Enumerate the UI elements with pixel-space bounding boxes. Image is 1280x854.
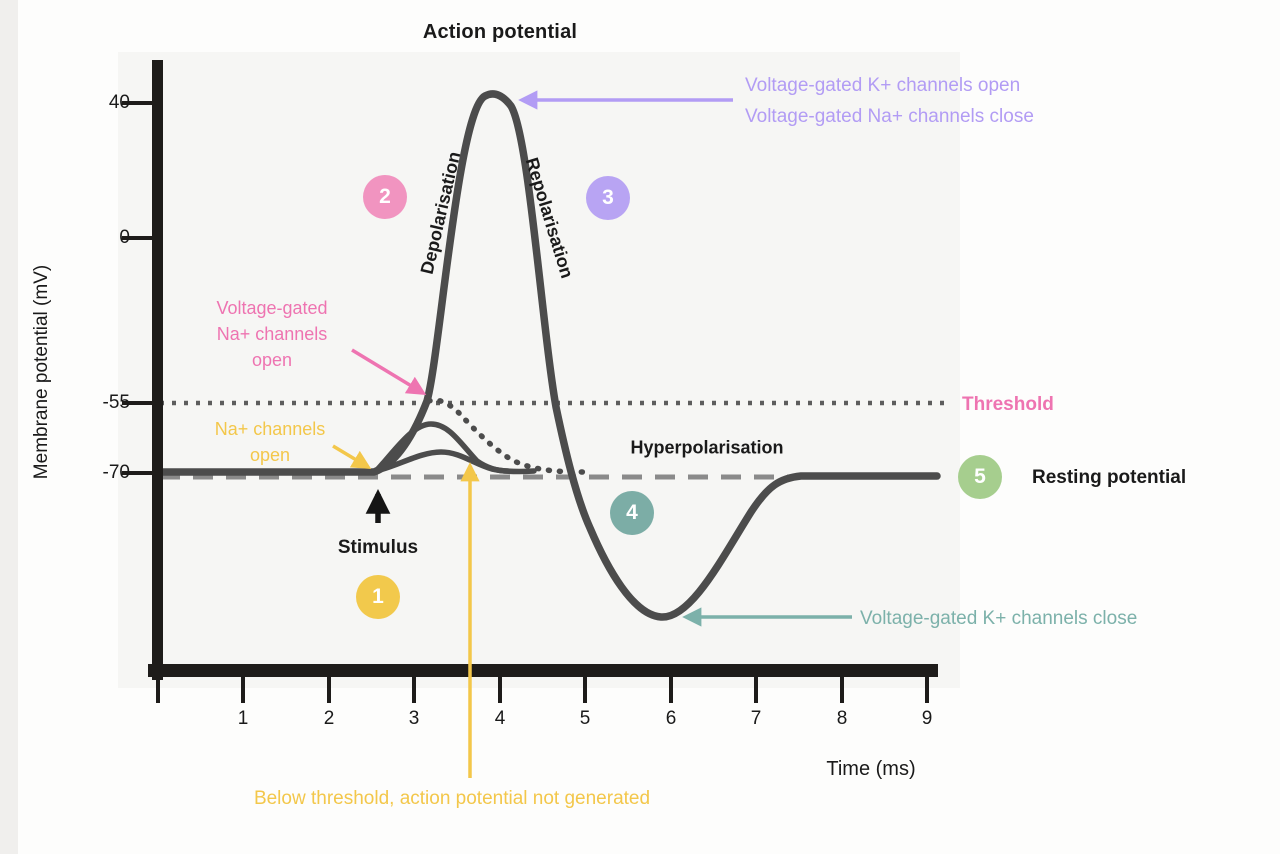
step-badge-5: 5 — [958, 455, 1002, 499]
step-number-5: 5 — [974, 465, 986, 488]
x-tick-7: 7 — [750, 708, 762, 729]
page-edge-strip — [0, 0, 18, 854]
failed-initiation-dotted-curve — [426, 397, 587, 475]
x-tick-2: 2 — [323, 708, 335, 729]
resting-potential-label: Resting potential — [1032, 467, 1187, 488]
na-open-arrow — [332, 444, 372, 469]
y-tick-marks — [122, 101, 152, 475]
step-badge-3: 3 — [586, 176, 630, 220]
y-tick-40: 40 — [108, 92, 130, 113]
x-axis-label: Time (ms) — [826, 758, 916, 780]
step-number-3: 3 — [602, 186, 614, 209]
below-threshold-annotation: Below threshold, action potential not ge… — [253, 788, 651, 809]
k-open-annotation: Voltage-gated K+ channels open Voltage-g… — [745, 75, 1034, 127]
x-tick-5: 5 — [579, 708, 591, 729]
step-number-1: 1 — [372, 585, 384, 608]
step-number-4: 4 — [626, 501, 638, 524]
y-axis — [152, 60, 163, 680]
step-badge-4: 4 — [610, 491, 654, 535]
na-gated-open-arrow — [351, 348, 427, 395]
chart-title: Action potential — [422, 21, 578, 43]
step-number-2: 2 — [379, 185, 391, 208]
x-tick-3: 3 — [408, 708, 420, 729]
x-tick-1: 1 — [237, 708, 249, 729]
action-potential-curve — [154, 90, 941, 621]
step-badge-2: 2 — [363, 175, 407, 219]
y-axis-label: Membrane potential (mV) — [31, 264, 52, 480]
x-tick-6: 6 — [665, 708, 677, 729]
subthreshold-curve-small — [373, 449, 537, 475]
y-tick--70: -70 — [102, 462, 130, 483]
x-tick-marks — [156, 677, 929, 703]
k-close-annotation: Voltage-gated K+ channels close — [860, 608, 1138, 629]
threshold-label: Threshold — [962, 394, 1054, 415]
step-badge-1: 1 — [356, 575, 400, 619]
x-tick-4: 4 — [494, 708, 506, 729]
hyperpolarisation-label: Hyperpolarisation — [630, 437, 784, 458]
y-tick-0: 0 — [119, 227, 130, 248]
plot-panel — [118, 52, 960, 688]
na-gated-open-annotation: Voltage-gated Na+ channels open — [216, 298, 328, 370]
stimulus-label: Stimulus — [337, 537, 419, 558]
x-axis — [148, 664, 938, 677]
y-tick--55: -55 — [102, 392, 130, 413]
x-tick-8: 8 — [836, 708, 848, 729]
x-tick-9: 9 — [921, 708, 933, 729]
na-open-annotation: Na+ channels open — [214, 419, 326, 465]
